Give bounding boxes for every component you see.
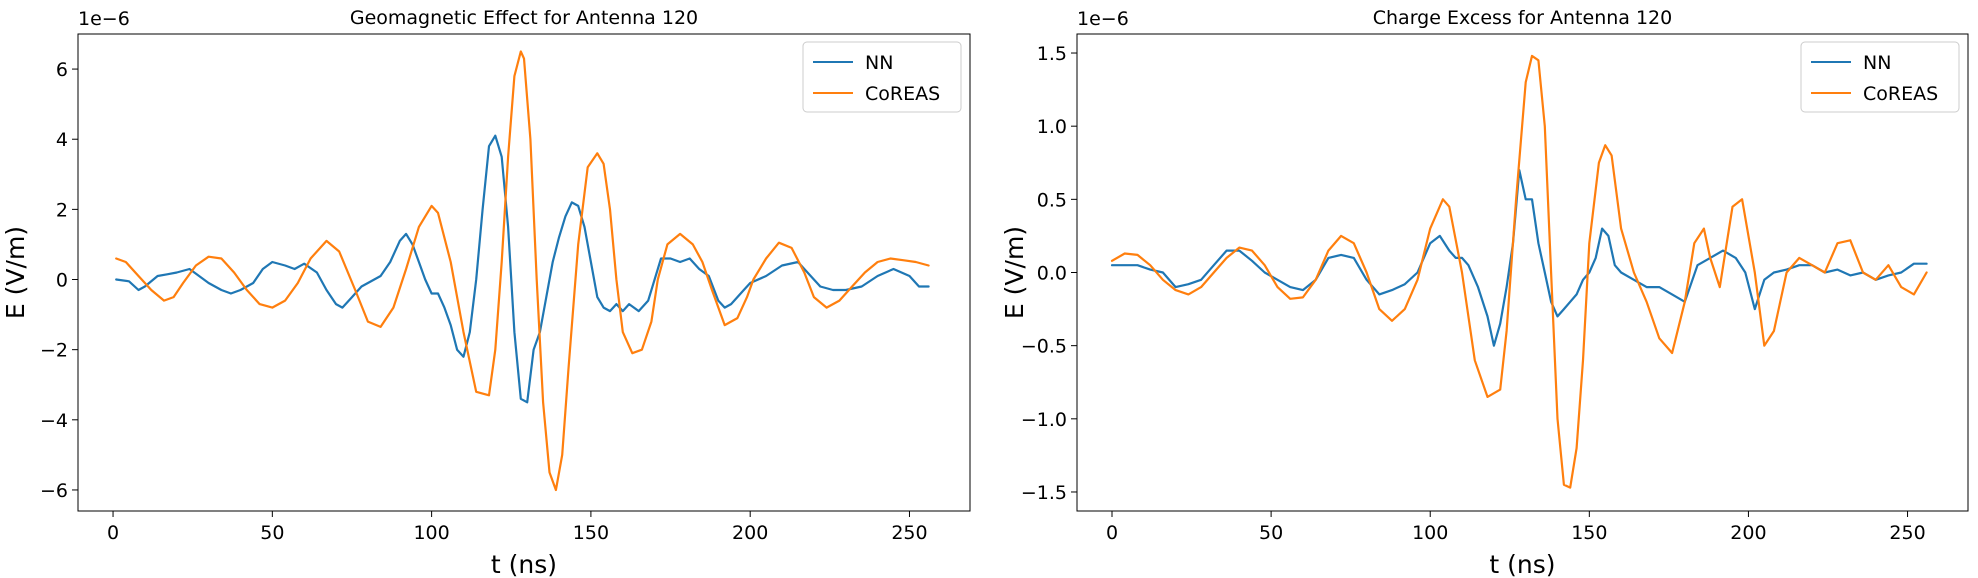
series-lines	[115, 50, 930, 492]
chart-title: Charge Excess for Antenna 120	[1373, 7, 1672, 29]
x-axis-ticks: 0 50 100 150 200 250	[1106, 511, 1926, 544]
x-tick-label: 0	[1106, 522, 1118, 544]
y-tick-label: 1.5	[1037, 43, 1067, 65]
x-axis-ticks: 0 50 100 150 200 250	[107, 511, 928, 544]
y-tick-label: −2	[40, 340, 68, 362]
x-tick-label: 100	[1412, 522, 1448, 544]
legend-label-coreas: CoREAS	[865, 83, 940, 105]
y-tick-label: −4	[40, 410, 68, 432]
series-line-coreas	[1110, 54, 1928, 489]
chart-title: Geomagnetic Effect for Antenna 120	[350, 7, 698, 29]
x-tick-label: 0	[107, 522, 119, 544]
series-line-coreas	[115, 50, 930, 492]
y-axis-ticks: −6 −4 −2 0 2 4 6	[40, 59, 78, 502]
legend-label-nn: NN	[1863, 52, 1891, 74]
series-line-nn	[115, 134, 930, 404]
y-tick-label: −1.5	[1021, 482, 1067, 504]
x-tick-label: 50	[1259, 522, 1283, 544]
x-tick-label: 200	[1730, 522, 1766, 544]
series-line-nn	[1110, 169, 1928, 347]
series-lines	[1110, 54, 1928, 489]
y-tick-label: −0.5	[1021, 336, 1067, 358]
chart-geomagnetic-effect: Geomagnetic Effect for Antenna 120 1e−6 …	[1, 7, 971, 578]
y-axis-label: E (V/m)	[1000, 226, 1029, 319]
x-tick-label: 150	[1571, 522, 1607, 544]
y-offset-label: 1e−6	[78, 8, 130, 30]
y-tick-label: 2	[56, 199, 68, 221]
y-tick-label: −6	[40, 480, 68, 502]
y-tick-label: 6	[56, 59, 68, 81]
legend-box	[1800, 41, 1960, 113]
x-tick-label: 200	[732, 522, 768, 544]
legend: NN CoREAS	[1800, 41, 1960, 113]
x-tick-label: 250	[891, 522, 927, 544]
x-tick-label: 150	[573, 522, 609, 544]
plot-frame	[77, 33, 971, 512]
x-axis-label: t (ns)	[491, 550, 557, 578]
y-tick-label: 0	[56, 270, 68, 292]
x-tick-label: 250	[1889, 522, 1925, 544]
legend-label-coreas: CoREAS	[1863, 83, 1938, 105]
y-tick-label: 4	[56, 129, 68, 151]
y-tick-label: −1.0	[1021, 409, 1067, 431]
y-tick-label: 1.0	[1037, 116, 1067, 138]
y-offset-label: 1e−6	[1077, 8, 1129, 30]
x-tick-label: 50	[260, 522, 284, 544]
y-axis-ticks: −1.5 −1.0 −0.5 0.0 0.5 1.0 1.5	[1021, 43, 1077, 504]
legend-label-nn: NN	[865, 52, 893, 74]
legend: NN CoREAS	[802, 41, 962, 113]
legend-box	[802, 41, 962, 113]
plot-frame	[1076, 33, 1969, 512]
y-axis-label: E (V/m)	[1, 226, 30, 319]
x-axis-label: t (ns)	[1489, 550, 1555, 578]
x-tick-label: 100	[413, 522, 449, 544]
chart-charge-excess: Charge Excess for Antenna 120 1e−6 t (ns…	[1000, 7, 1969, 578]
y-tick-label: 0.5	[1037, 189, 1067, 211]
y-tick-label: 0.0	[1037, 263, 1067, 285]
